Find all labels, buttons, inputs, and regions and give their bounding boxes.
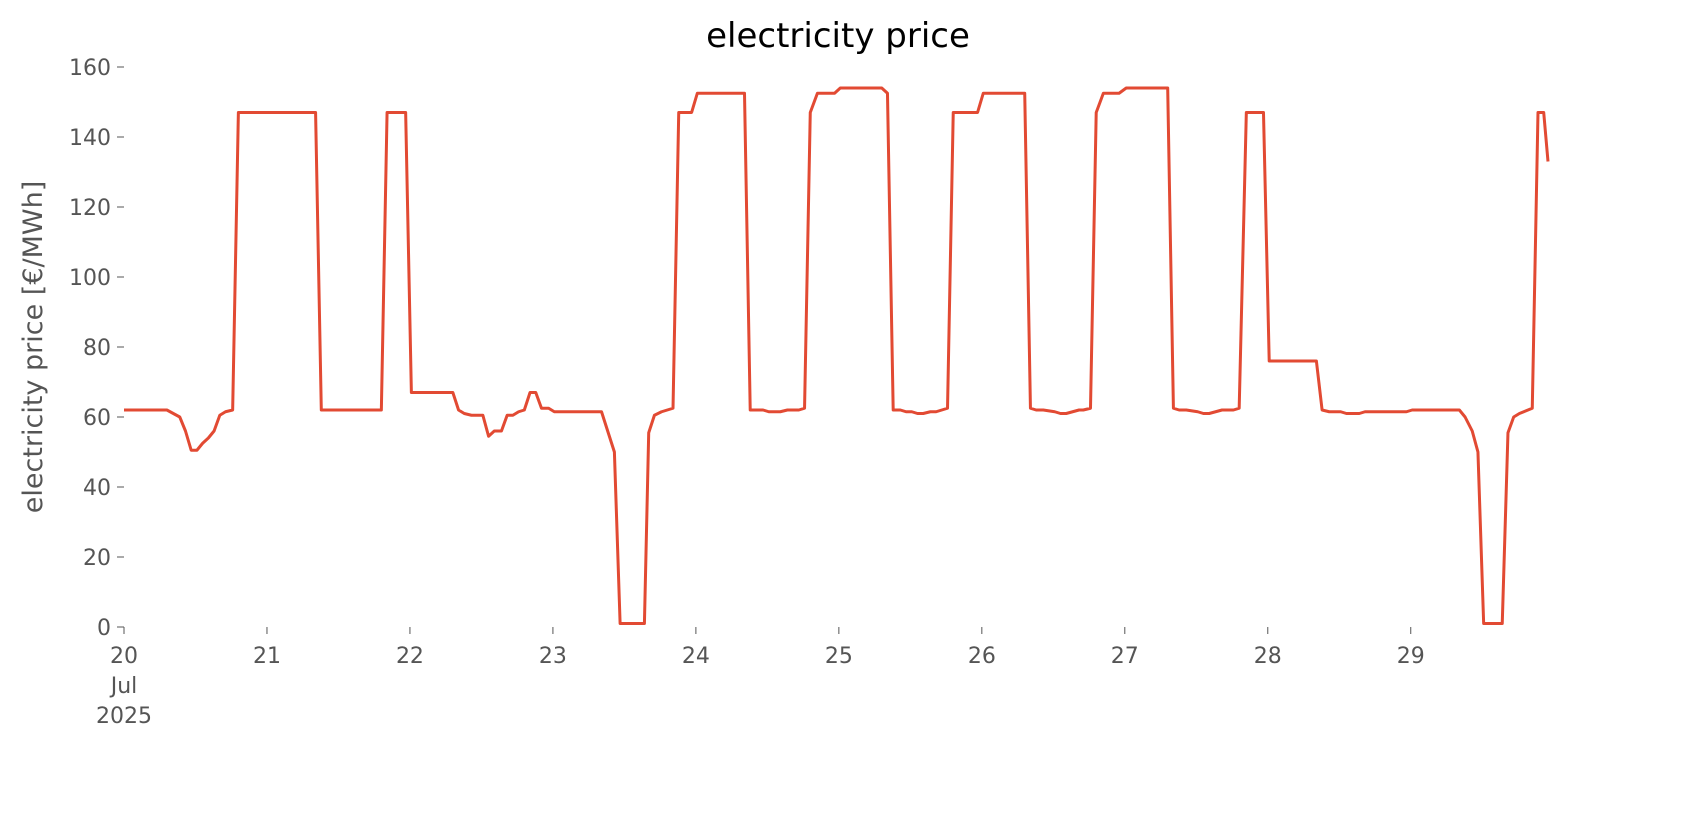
y-tick-label: 60	[83, 406, 111, 431]
x-tick-label: 22	[396, 644, 424, 669]
chart-title: electricity price	[706, 16, 970, 56]
x-tick-label: 23	[539, 644, 567, 669]
x-tick-label: 27	[1111, 644, 1139, 669]
x-tick-label: 25	[825, 644, 853, 669]
y-tick-label: 20	[83, 546, 111, 571]
y-tick-label: 40	[83, 476, 111, 501]
x-tick-label: 20 Jul 2025	[96, 644, 152, 729]
x-tick-label: 21	[253, 644, 281, 669]
y-axis-label: electricity price [€/MWh]	[18, 181, 49, 513]
line-series	[124, 86, 1550, 625]
y-tick-label: 100	[69, 266, 111, 291]
y-tick-label: 80	[83, 336, 111, 361]
x-tick-label: 28	[1254, 644, 1282, 669]
y-tick-label: 120	[69, 196, 111, 221]
y-tick-label: 140	[69, 126, 111, 151]
x-tick-label: 29	[1397, 644, 1425, 669]
y-tick-label: 160	[69, 56, 111, 81]
x-tick-label: 26	[968, 644, 996, 669]
y-tick-label: 0	[97, 616, 111, 641]
x-tick-label: 24	[682, 644, 710, 669]
